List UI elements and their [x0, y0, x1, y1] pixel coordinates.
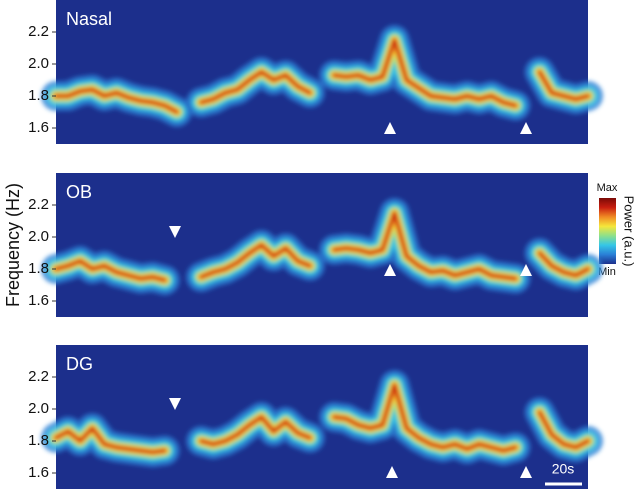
arrowhead: [520, 466, 532, 478]
y-tick-label: 2.2: [28, 368, 49, 385]
y-tick-label: 2.0: [28, 228, 49, 245]
arrowhead: [384, 122, 396, 134]
colorbar-title: Power (a.u.): [622, 196, 637, 267]
arrowhead: [520, 122, 532, 134]
y-tick-label: 2.0: [28, 55, 49, 72]
panel-title: Nasal: [66, 9, 112, 29]
arrowhead: [520, 264, 532, 276]
y-tick-label: 2.2: [28, 23, 49, 40]
y-tick-label: 1.6: [28, 119, 49, 136]
y-tick-label: 1.8: [28, 432, 49, 449]
ridge-line: [54, 383, 590, 454]
colorbar: [599, 198, 616, 264]
y-tick-label: 1.6: [28, 292, 49, 309]
y-tick-label: 2.0: [28, 400, 49, 417]
arrowhead: [384, 264, 396, 276]
ridge-line: [54, 211, 590, 282]
y-tick-label: 1.8: [28, 87, 49, 104]
arrowhead: [386, 466, 398, 478]
arrowhead: [169, 398, 181, 410]
ridge-line: [54, 38, 590, 114]
ridge: [41, 198, 603, 296]
colorbar-max: Max: [597, 182, 618, 194]
scale-bar-label: 20s: [552, 461, 575, 477]
y-axis-label: Frequency (Hz): [3, 183, 23, 307]
panel-title: DG: [66, 354, 93, 374]
y-tick-label: 1.8: [28, 260, 49, 277]
ridge: [41, 25, 603, 127]
arrowhead: [169, 226, 181, 238]
panel-title: OB: [66, 182, 92, 202]
ridge: [41, 370, 603, 468]
y-tick-label: 2.2: [28, 196, 49, 213]
y-tick-label: 1.6: [28, 464, 49, 481]
